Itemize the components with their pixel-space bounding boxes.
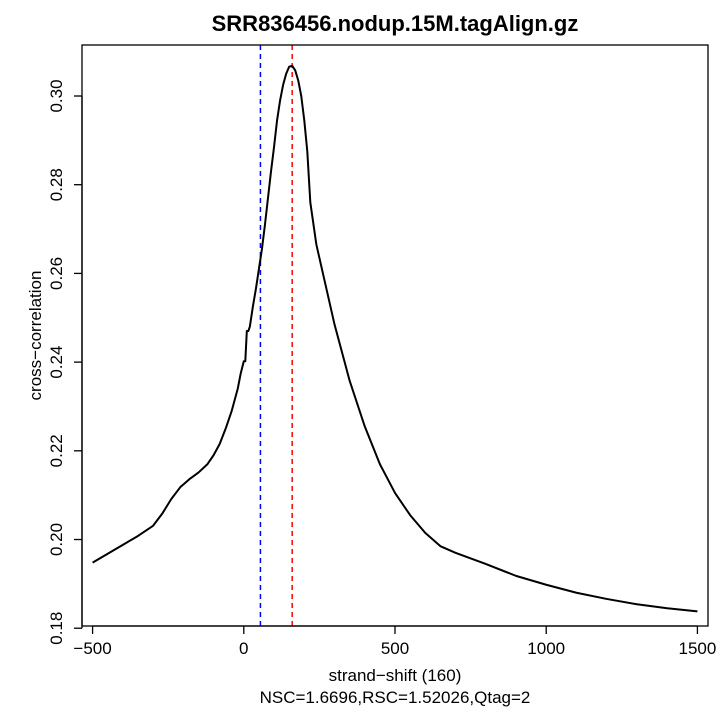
series-line-0: [92, 64, 698, 613]
x-tick-label: −500: [73, 639, 111, 658]
x-axis: −500 0 500 1000 1500: [73, 625, 717, 658]
y-tick-label: 0.18: [47, 612, 66, 645]
x-tick-label: 1000: [527, 639, 565, 658]
x-axis-label: strand−shift (160): [329, 666, 462, 685]
y-axis: 0.18 0.20 0.22 0.24 0.26 0.28 0.30: [47, 79, 83, 645]
y-tick-label: 0.20: [47, 523, 66, 556]
y-tick-label: 0.28: [47, 168, 66, 201]
chart-title: SRR836456.nodup.15M.tagAlign.gz: [212, 11, 579, 36]
y-tick-label: 0.26: [47, 257, 66, 290]
y-tick-label: 0.30: [47, 79, 66, 112]
x-tick-label: 500: [381, 639, 409, 658]
chart-subtitle: NSC=1.6696,RSC=1.52026,Qtag=2: [260, 688, 531, 707]
y-tick-label: 0.22: [47, 434, 66, 467]
y-tick-label: 0.24: [47, 346, 66, 379]
reference-lines: [259, 45, 293, 626]
x-tick-label: 1500: [679, 639, 717, 658]
x-tick-label: 0: [239, 639, 248, 658]
y-axis-label: cross−correlation: [26, 271, 45, 401]
series-layer: [92, 64, 698, 613]
